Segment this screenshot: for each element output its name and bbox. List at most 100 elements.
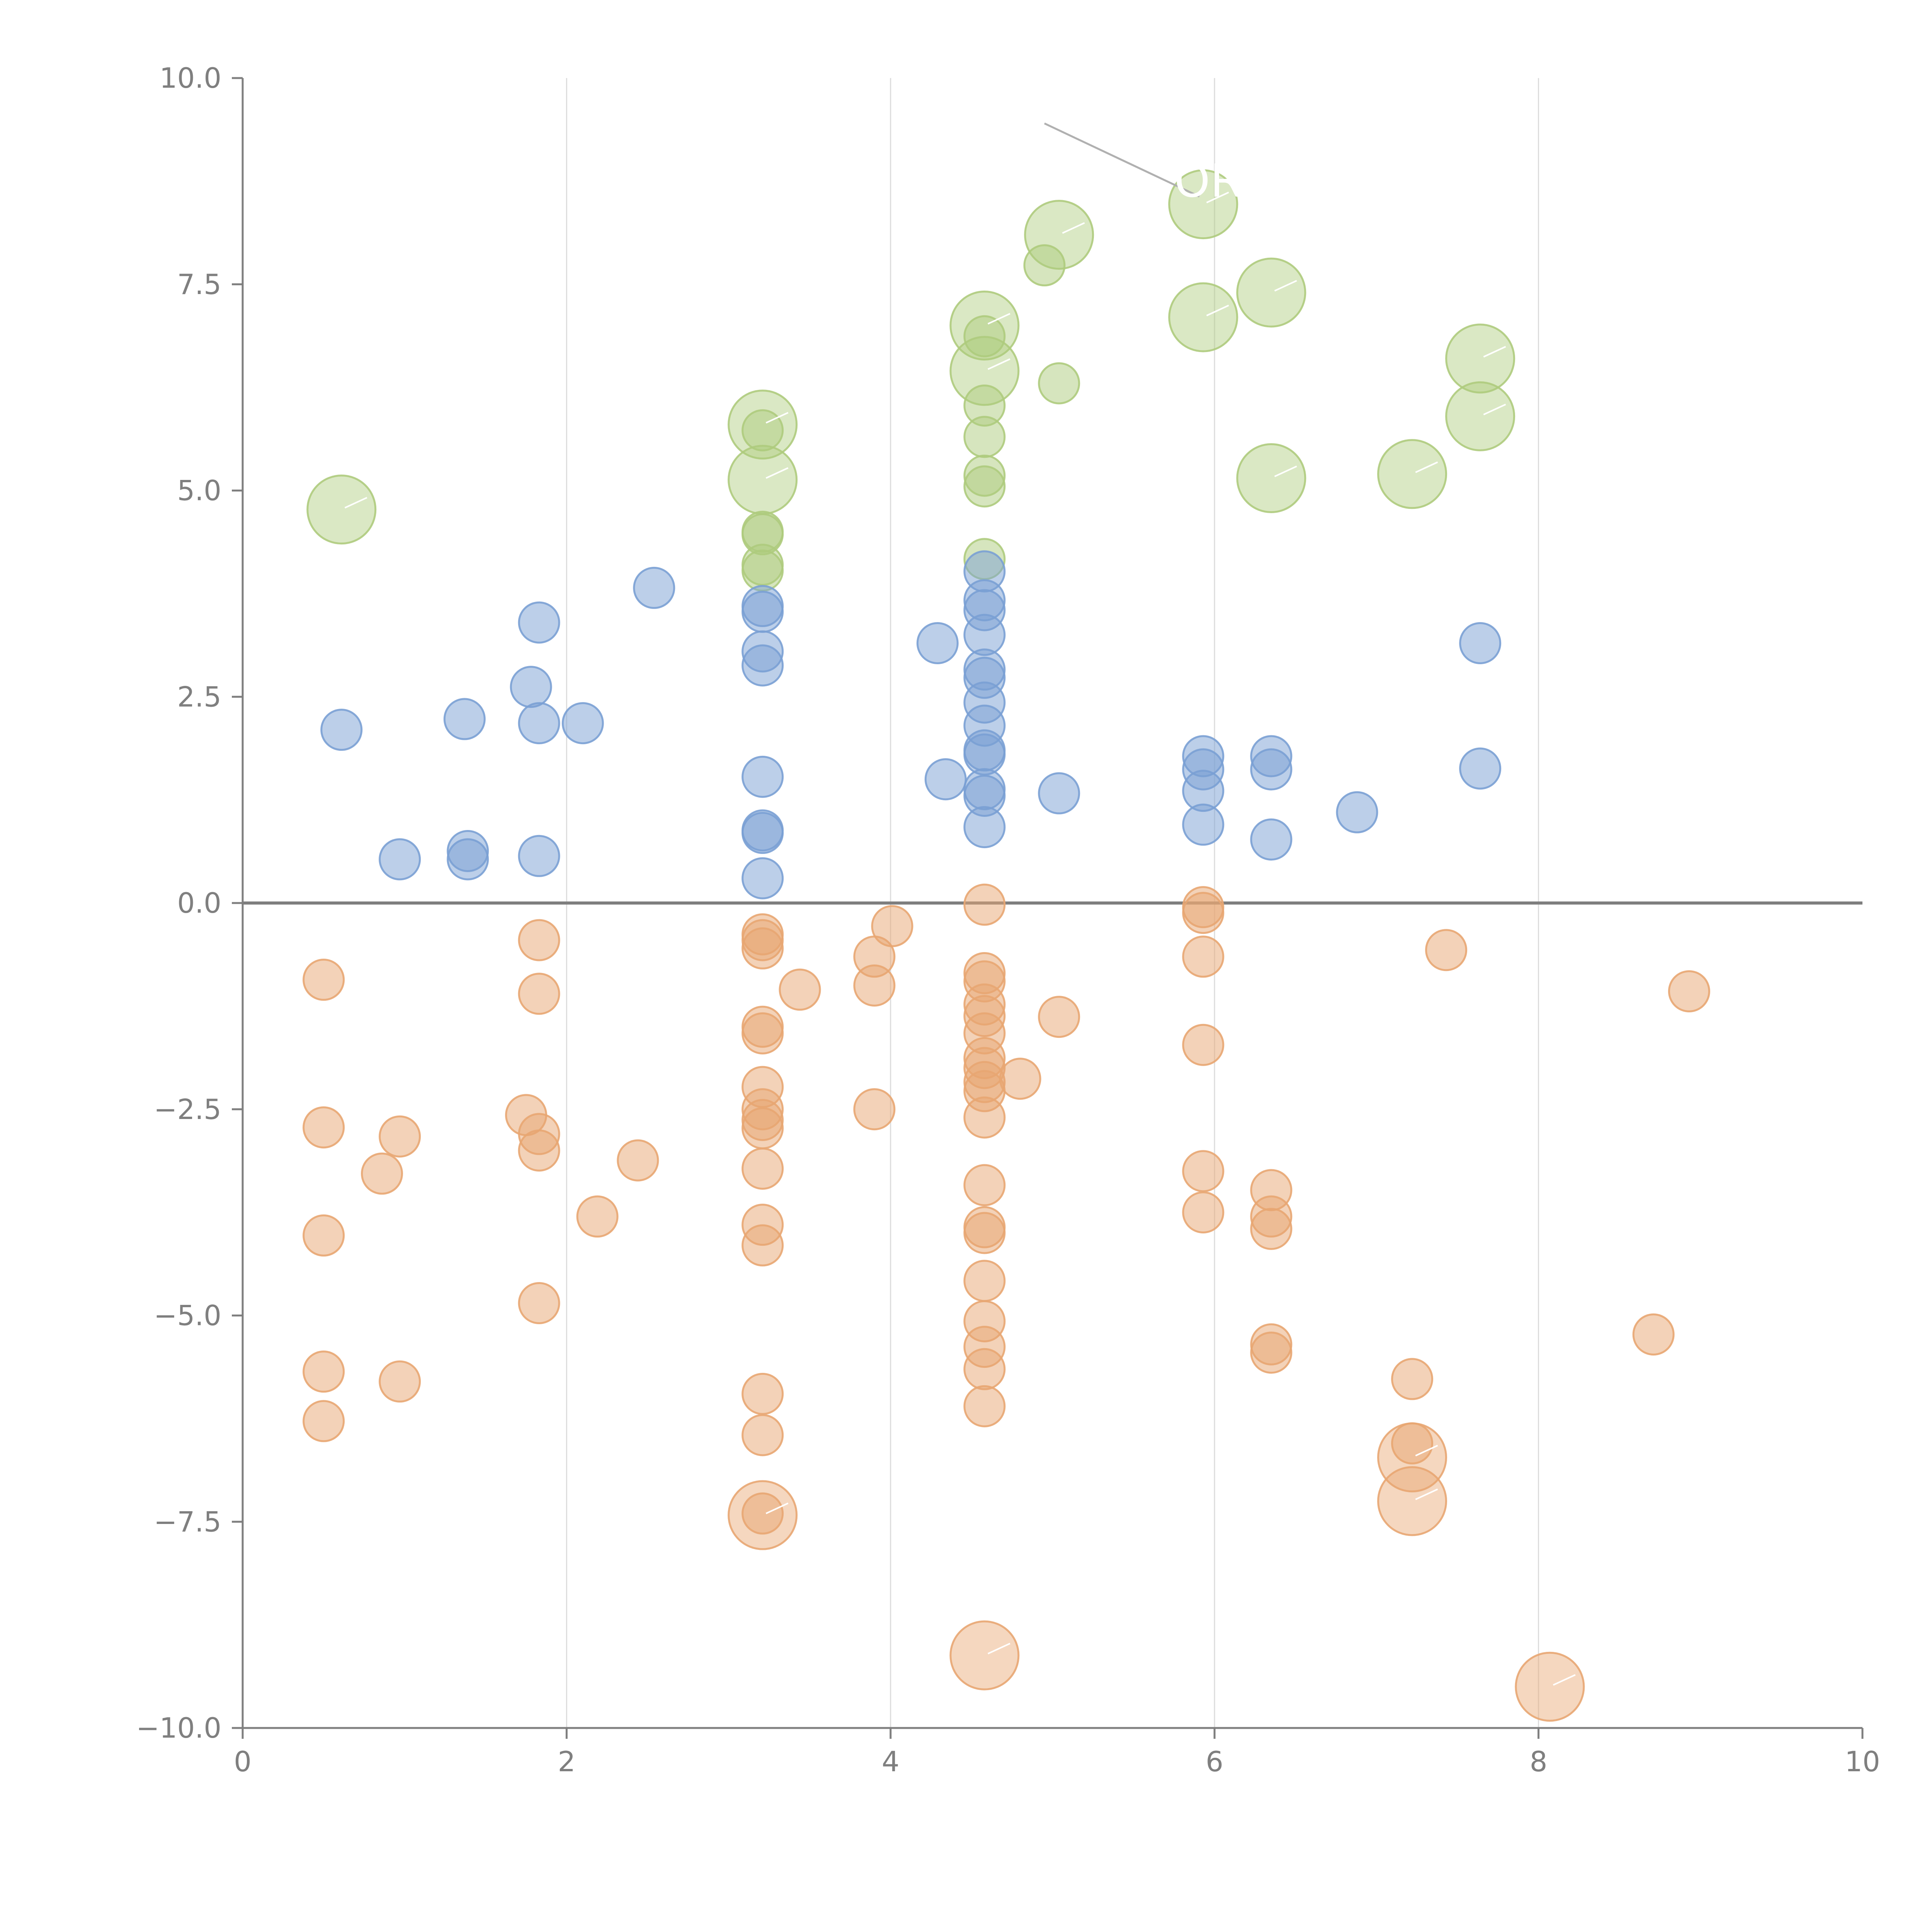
y-tick-label: −5.0 — [154, 1299, 221, 1332]
orange-bubble — [1250, 1332, 1293, 1374]
bubble-leader-line — [765, 467, 789, 479]
y-tick-label: −10.0 — [136, 1712, 221, 1744]
bubble-leader-line — [1206, 304, 1229, 316]
bubble-leader-line — [1062, 222, 1085, 234]
blue-bubble — [924, 758, 967, 801]
blue-bubble — [1459, 747, 1502, 790]
blue-bubble — [742, 755, 784, 798]
green-bubble — [1236, 257, 1306, 328]
blue-bubble — [379, 838, 421, 881]
blue-bubble — [1459, 622, 1502, 664]
orange-bubble — [963, 883, 1006, 926]
orange-bubble — [379, 1360, 421, 1403]
x-tick-label: 2 — [558, 1745, 575, 1778]
blue-bubble — [510, 666, 552, 708]
green-bubble — [963, 465, 1006, 508]
blue-bubble — [1336, 791, 1378, 833]
orange-bubble — [1377, 1422, 1447, 1493]
blue-bubble — [742, 812, 784, 854]
orange-bubble — [742, 1492, 784, 1535]
orange-bubble — [779, 968, 821, 1011]
orange-bubble — [1515, 1651, 1585, 1722]
annotations: OR — [344, 122, 1576, 1686]
orange-bubble — [742, 1147, 784, 1190]
orange-bubble — [1182, 1191, 1225, 1234]
orange-bubble — [1391, 1358, 1434, 1400]
orange-bubble — [853, 964, 896, 1007]
orange-bubble — [1668, 970, 1710, 1012]
blue-bubble — [633, 566, 675, 609]
green-bubble — [1024, 200, 1094, 270]
x-tick-label: 10 — [1845, 1745, 1880, 1778]
bubble-leader-line — [1415, 1445, 1438, 1457]
bubble-leader-line — [1274, 280, 1297, 292]
blue-bubble — [742, 590, 784, 633]
orange-bubble — [1182, 1024, 1225, 1066]
orange-bubble — [1182, 892, 1225, 934]
orange-bubble — [742, 1224, 784, 1267]
orange-bubble — [379, 1115, 421, 1158]
orange-bubble — [742, 1372, 784, 1415]
y-tick-label: 10.0 — [160, 62, 221, 94]
blue-bubble — [443, 698, 486, 740]
y-tick-label: 5.0 — [177, 474, 221, 507]
bubble-leader-line — [987, 358, 1010, 370]
orange-bubble — [1377, 1466, 1447, 1536]
orange-bubble — [1182, 1150, 1225, 1192]
bubble-leader-line — [1274, 465, 1297, 477]
orange-bubble — [1632, 1313, 1675, 1356]
blue-bubble — [1250, 748, 1293, 791]
orange-bubble — [1250, 1208, 1293, 1250]
orange-bubble — [963, 1096, 1006, 1139]
green-bubble — [1168, 282, 1238, 352]
blue-bubble — [518, 702, 560, 745]
axes: 0 2 4 6 8 10 −10.0 −7.5 −5.0 −2.5 0.0 2.5 5.0 7.5 10.0 — [136, 62, 1880, 1778]
blue-bubble — [1038, 772, 1080, 815]
green-bubble — [1038, 362, 1080, 405]
orange-bubble — [999, 1058, 1041, 1100]
green-bubble — [963, 416, 1006, 458]
bubble-leader-line — [987, 313, 1010, 325]
bubble-leader-line — [1415, 461, 1438, 473]
y-tick-label: −2.5 — [154, 1093, 221, 1126]
orange-bubble — [742, 1012, 784, 1054]
green-bubble — [306, 474, 377, 545]
orange-bubble — [963, 1164, 1006, 1206]
green-bubble — [1377, 439, 1447, 509]
green-bubble — [1236, 443, 1306, 513]
green-bubble — [1445, 323, 1515, 394]
blue-bubble — [518, 601, 560, 644]
orange-bubble — [303, 1350, 345, 1393]
orange-bubble — [617, 1139, 659, 1182]
y-tick-label: 0.0 — [177, 887, 221, 919]
blue-bubble — [561, 702, 604, 745]
bubble-leader-line — [1415, 1488, 1438, 1500]
blue-bubble — [742, 644, 784, 687]
y-tick-label: 7.5 — [177, 268, 221, 301]
bubble-leader-line — [1483, 403, 1506, 415]
orange-bubble — [963, 1212, 1006, 1254]
green-bubble — [742, 549, 784, 592]
x-tick-label: 4 — [882, 1745, 900, 1778]
orange-bubble — [742, 1107, 784, 1150]
annotation-leader-line — [1044, 122, 1200, 197]
blue-bubble — [916, 622, 959, 664]
green-bubble — [728, 445, 798, 515]
orange-bubble — [949, 1620, 1020, 1690]
bubble-leader-line — [765, 412, 789, 424]
orange-bubble — [853, 1088, 896, 1131]
orange-bubble — [1182, 935, 1225, 978]
data-points — [303, 169, 1710, 1722]
bubble-leader-line — [344, 497, 367, 509]
blue-bubble — [447, 830, 489, 872]
orange-bubble — [518, 919, 560, 961]
orange-bubble — [303, 1214, 345, 1257]
green-bubble — [1445, 381, 1515, 451]
orange-bubble — [518, 1282, 560, 1324]
orange-bubble — [871, 905, 913, 947]
orange-bubble — [303, 1106, 345, 1149]
blue-bubble — [518, 835, 560, 877]
orange-bubble — [742, 927, 784, 969]
bubble-leader-line — [1483, 346, 1506, 358]
